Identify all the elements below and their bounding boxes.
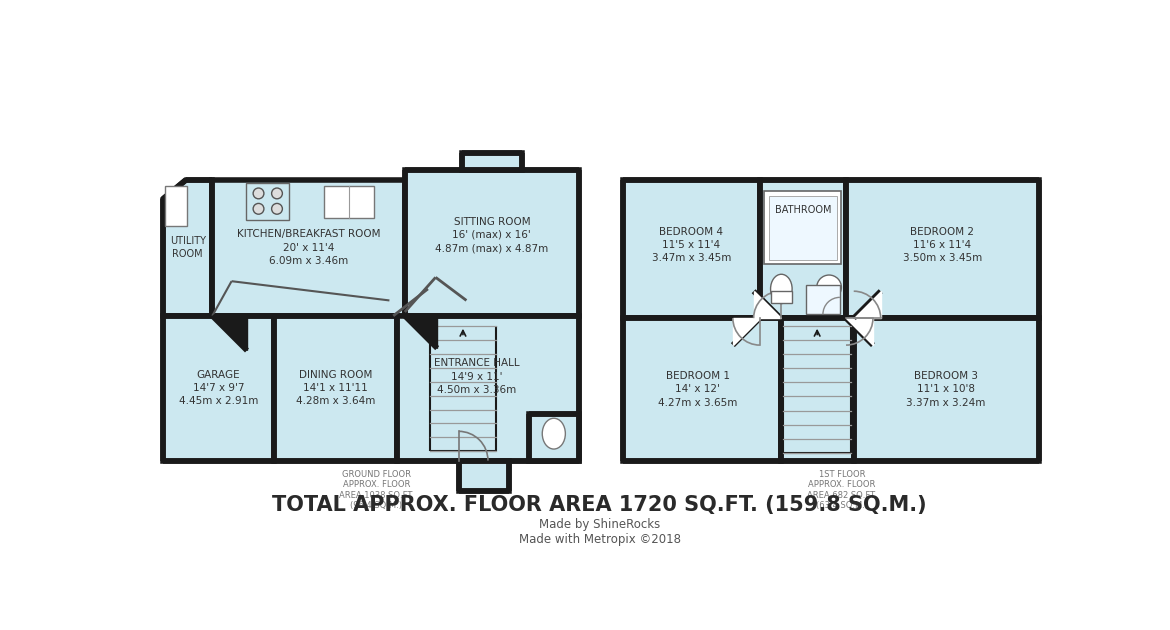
- Bar: [622, 180, 759, 318]
- Polygon shape: [732, 318, 759, 345]
- Bar: [324, 186, 374, 218]
- Polygon shape: [854, 291, 881, 318]
- Polygon shape: [753, 291, 780, 318]
- Bar: [529, 415, 579, 461]
- Ellipse shape: [542, 418, 565, 449]
- Text: BEDROOM 1
14' x 12'
4.27m x 3.65m: BEDROOM 1 14' x 12' 4.27m x 3.65m: [658, 371, 737, 408]
- Circle shape: [271, 203, 282, 214]
- Circle shape: [817, 275, 841, 300]
- Polygon shape: [212, 316, 247, 350]
- Bar: [764, 191, 841, 264]
- Bar: [397, 316, 579, 461]
- Text: ENTRANCE HALL
14'9 x 11'
4.50m x 3.36m: ENTRANCE HALL 14'9 x 11' 4.50m x 3.36m: [434, 358, 519, 395]
- Text: BATHROOM: BATHROOM: [775, 205, 831, 215]
- Text: BEDROOM 2
11'6 x 11'4
3.50m x 3.45m: BEDROOM 2 11'6 x 11'4 3.50m x 3.45m: [902, 227, 982, 263]
- Text: BEDROOM 3
11'1 x 10'8
3.37m x 3.24m: BEDROOM 3 11'1 x 10'8 3.37m x 3.24m: [907, 371, 986, 408]
- Polygon shape: [405, 316, 438, 348]
- Text: Made with Metropix ©2018: Made with Metropix ©2018: [518, 532, 681, 546]
- Bar: [274, 316, 397, 461]
- Bar: [806, 285, 840, 314]
- Bar: [462, 152, 522, 169]
- Circle shape: [253, 188, 264, 199]
- Bar: [165, 186, 187, 226]
- Text: KITCHEN/BREAKFAST ROOM
20' x 11'4
6.09m x 3.46m: KITCHEN/BREAKFAST ROOM 20' x 11'4 6.09m …: [236, 229, 380, 266]
- Bar: [622, 318, 780, 461]
- Bar: [846, 180, 1039, 318]
- Bar: [769, 196, 837, 260]
- Bar: [405, 169, 579, 316]
- Text: Made by ShineRocks: Made by ShineRocks: [539, 518, 660, 531]
- Text: TOTAL APPROX. FLOOR AREA 1720 SQ.FT. (159.8 SQ.M.): TOTAL APPROX. FLOOR AREA 1720 SQ.FT. (15…: [273, 495, 927, 515]
- Bar: [854, 318, 1039, 461]
- Circle shape: [271, 188, 282, 199]
- Bar: [212, 180, 405, 316]
- Polygon shape: [846, 318, 873, 345]
- Circle shape: [253, 203, 264, 214]
- Text: 1ST FLOOR
APPROX. FLOOR
AREA 682 SQ.FT.
(63.4 SQ.M.): 1ST FLOOR APPROX. FLOOR AREA 682 SQ.FT. …: [807, 470, 878, 510]
- Text: DINING ROOM
14'1 x 11'11
4.28m x 3.64m: DINING ROOM 14'1 x 11'11 4.28m x 3.64m: [296, 370, 376, 406]
- Bar: [780, 318, 854, 461]
- Polygon shape: [163, 180, 212, 316]
- Bar: [771, 291, 792, 303]
- Text: SITTING ROOM
16' (max) x 16'
4.87m (max) x 4.87m: SITTING ROOM 16' (max) x 16' 4.87m (max)…: [435, 217, 549, 253]
- Bar: [459, 461, 509, 491]
- Ellipse shape: [771, 274, 792, 304]
- Text: GROUND FLOOR
APPROX. FLOOR
AREA 1038 SQ.FT.
(96.4 SQ.M.): GROUND FLOOR APPROX. FLOOR AREA 1038 SQ.…: [339, 470, 414, 510]
- Text: BEDROOM 4
11'5 x 11'4
3.47m x 3.45m: BEDROOM 4 11'5 x 11'4 3.47m x 3.45m: [652, 227, 731, 263]
- Bar: [246, 183, 289, 220]
- Text: GARAGE
14'7 x 9'7
4.45m x 2.91m: GARAGE 14'7 x 9'7 4.45m x 2.91m: [179, 370, 259, 406]
- Text: UTILITY
ROOM: UTILITY ROOM: [170, 236, 206, 260]
- Bar: [163, 316, 274, 461]
- Bar: [759, 180, 846, 318]
